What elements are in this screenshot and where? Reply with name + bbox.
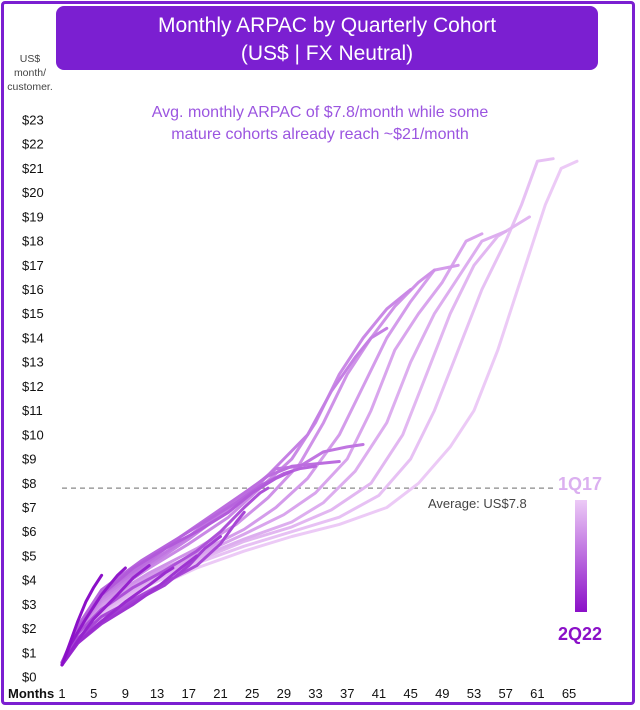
x-tick-label: 1 bbox=[58, 686, 65, 701]
x-tick-label: 25 bbox=[245, 686, 259, 701]
y-tick-label: $22 bbox=[22, 137, 44, 152]
y-axis: $0 $1 $2 $3 $4 $5 $6 $7 $8 $9 $10 $11 $12 $13 $14 $15 $1… bbox=[22, 113, 44, 685]
y-tick-label: $13 bbox=[22, 355, 44, 370]
x-tick-label: 13 bbox=[150, 686, 164, 701]
y-tick-label: $4 bbox=[22, 573, 36, 588]
x-axis: 1 5 9 13 17 21 25 29 33 37 41 45 49 53 57 61 65 bbox=[58, 686, 576, 701]
y-unit-line-2: month/ bbox=[14, 67, 46, 79]
y-tick-label: $18 bbox=[22, 234, 44, 249]
y-tick-label: $1 bbox=[22, 645, 36, 660]
chart-title: Monthly ARPAC by Quarterly Cohort bbox=[157, 14, 497, 37]
x-tick-label: 57 bbox=[498, 686, 512, 701]
chart-subtitle: (US$ | FX Neutral) bbox=[240, 42, 414, 65]
cohort-line bbox=[60, 268, 436, 664]
y-tick-label: $14 bbox=[22, 330, 44, 345]
y-tick-label: $8 bbox=[22, 476, 36, 491]
title-banner: Monthly ARPAC by Quarterly Cohort (US$ |… bbox=[56, 6, 598, 70]
cohort-line bbox=[60, 564, 151, 667]
y-tick-label: $5 bbox=[22, 548, 36, 563]
cohort-line bbox=[60, 486, 270, 664]
y-tick-label: $10 bbox=[22, 427, 44, 442]
y-unit-line-1: US$ bbox=[20, 53, 41, 65]
average-label: Average: US$7.8 bbox=[428, 496, 527, 511]
x-axis-label: Months bbox=[8, 686, 54, 701]
x-tick-label: 41 bbox=[372, 686, 386, 701]
legend-top-label: 1Q17 bbox=[558, 474, 602, 494]
x-tick-label: 33 bbox=[308, 686, 322, 701]
y-tick-label: $6 bbox=[22, 524, 36, 539]
cohort-line bbox=[60, 263, 460, 664]
y-tick-label: $16 bbox=[22, 282, 44, 297]
y-tick-label: $20 bbox=[22, 185, 44, 200]
cohort-line bbox=[60, 215, 531, 664]
y-tick-label: $21 bbox=[22, 161, 44, 176]
y-unit-line-3: customer. bbox=[7, 81, 53, 93]
y-tick-label: $0 bbox=[22, 670, 36, 685]
annotation-line-2: mature cohorts already reach ~$21/month bbox=[171, 126, 469, 143]
y-tick-label: $19 bbox=[22, 209, 44, 224]
x-tick-label: 5 bbox=[90, 686, 97, 701]
cohort-series bbox=[60, 157, 579, 667]
x-tick-label: 53 bbox=[467, 686, 481, 701]
x-tick-label: 21 bbox=[213, 686, 227, 701]
annotation-line-1: Avg. monthly ARPAC of $7.8/month while s… bbox=[152, 104, 489, 121]
y-tick-label: $17 bbox=[22, 258, 44, 273]
y-tick-label: $15 bbox=[22, 306, 44, 321]
cohort-line bbox=[60, 573, 104, 667]
x-tick-label: 29 bbox=[277, 686, 291, 701]
y-tick-label: $9 bbox=[22, 452, 36, 467]
y-tick-label: $3 bbox=[22, 597, 36, 612]
y-tick-label: $2 bbox=[22, 621, 36, 636]
legend-bottom-label: 2Q22 bbox=[558, 624, 602, 644]
x-tick-label: 37 bbox=[340, 686, 354, 701]
x-tick-label: 49 bbox=[435, 686, 449, 701]
x-tick-label: 61 bbox=[530, 686, 544, 701]
x-tick-label: 17 bbox=[182, 686, 196, 701]
y-tick-label: $12 bbox=[22, 379, 44, 394]
x-tick-label: 9 bbox=[122, 686, 129, 701]
x-tick-label: 45 bbox=[403, 686, 417, 701]
y-tick-label: $23 bbox=[22, 113, 44, 128]
y-tick-label: $11 bbox=[22, 403, 43, 418]
legend-gradient-bar bbox=[575, 500, 587, 612]
y-tick-label: $7 bbox=[22, 500, 36, 515]
x-tick-label: 65 bbox=[562, 686, 576, 701]
